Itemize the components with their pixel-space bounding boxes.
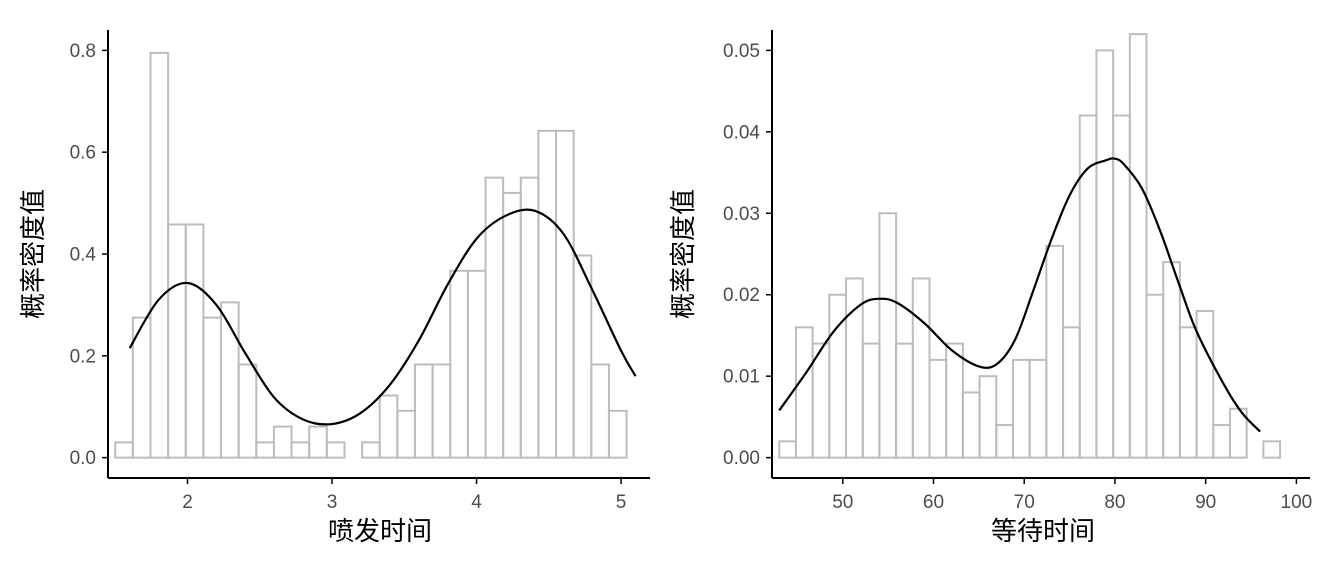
x-tick-label: 5 [616, 492, 627, 513]
histogram-bar [1011, 358, 1031, 459]
histogram-bar [1095, 49, 1115, 459]
histogram-bar [607, 409, 628, 459]
y-tick-label: 0.0 [70, 448, 96, 469]
histogram-bar [794, 326, 814, 459]
y-tick-label: 0.2 [70, 346, 96, 367]
y-tick-label: 0.8 [70, 41, 96, 62]
waiting-histogram-panel: 0.00 0.01 0.02 0.03 0.04 0.05 50 60 70 80 90 100 等待时… [669, 30, 1312, 547]
y-axis-title: 概率密度值 [19, 189, 49, 319]
histogram-bar [396, 409, 416, 459]
density-curve [128, 208, 637, 426]
histogram-bar [290, 441, 311, 459]
x-tick-label: 60 [923, 492, 944, 513]
histogram-bar [995, 424, 1014, 459]
histogram-bar [1178, 326, 1198, 459]
x-tick-label: 4 [471, 492, 482, 513]
x-tick-label: 50 [832, 492, 853, 513]
histogram-bar [1145, 293, 1165, 459]
histogram-bar [895, 342, 914, 459]
histogram-bar [184, 223, 205, 459]
y-tick-label: 0.03 [723, 204, 760, 225]
histogram-bar [590, 363, 610, 459]
histogram-bar [555, 129, 575, 459]
density-curve [778, 157, 1261, 433]
histogram-bar [1162, 261, 1181, 459]
eruption-histogram-panel: 0.0 0.2 0.4 0.6 0.8 2 3 4 5 喷发时间 概率密度值 [19, 30, 650, 547]
histogram-bar [1262, 440, 1282, 459]
histogram-bar [945, 342, 964, 459]
histogram-bar [325, 441, 346, 459]
histogram-bar [167, 223, 187, 459]
y-tick-label: 0.6 [70, 143, 96, 164]
histogram-bar [537, 129, 558, 459]
histogram-bar [911, 277, 931, 459]
histogram-bar [1212, 424, 1231, 459]
y-tick-label: 0.00 [723, 448, 760, 469]
histogram-bar [431, 363, 452, 459]
histogram-bar [778, 440, 797, 459]
y-tick-label: 0.05 [723, 41, 760, 62]
histogram-bar [1028, 358, 1048, 459]
x-axis-title: 喷发时间 [328, 517, 432, 547]
x-tick-label: 80 [1104, 492, 1125, 513]
histogram-bar [878, 212, 898, 459]
histogram-bar [149, 51, 170, 459]
y-tick-label: 0.04 [723, 122, 760, 143]
x-tick-label: 2 [182, 492, 193, 513]
histogram-bar [272, 425, 293, 459]
histogram-bar [861, 342, 881, 459]
histogram-bar [961, 391, 981, 459]
histogram-bar [449, 269, 469, 459]
histogram-bar [308, 425, 328, 459]
x-axis-title: 等待时间 [991, 517, 1095, 547]
x-tick-label: 3 [327, 492, 338, 513]
histogram-bar [572, 254, 593, 459]
histogram-bar [413, 363, 434, 459]
histogram-bar [519, 176, 540, 459]
histogram-bar [1195, 310, 1215, 459]
histogram-bar [237, 363, 258, 459]
x-tick-label: 100 [1281, 492, 1313, 513]
y-tick-label: 0.02 [723, 285, 760, 306]
histogram-bar [1128, 33, 1148, 459]
y-tick-label: 0.4 [70, 245, 97, 266]
histogram-bar [1045, 244, 1065, 459]
histogram-bar [928, 358, 948, 459]
x-tick-label: 90 [1195, 492, 1216, 513]
histogram-bar [1062, 326, 1081, 459]
histogram-bar [255, 441, 275, 459]
histogram-bar [978, 375, 998, 459]
y-axis-title: 概率密度值 [669, 189, 699, 319]
histogram-bar [361, 441, 381, 459]
histogram-bar [466, 269, 487, 459]
histogram-bar [502, 191, 522, 459]
histogram-bar [114, 441, 134, 459]
y-tick-label: 0.01 [723, 367, 760, 388]
histogram-bar [202, 316, 223, 459]
histogram-bar [378, 394, 399, 459]
x-tick-label: 70 [1014, 492, 1035, 513]
